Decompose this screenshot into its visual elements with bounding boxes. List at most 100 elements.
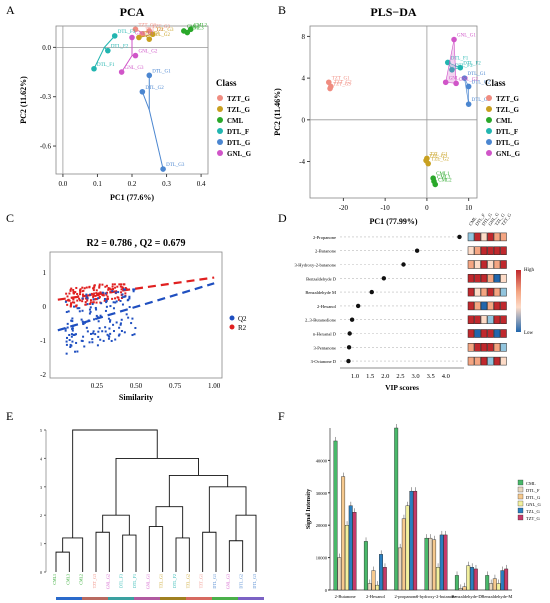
pca-point-label: TZT_G3 xyxy=(152,25,170,30)
perm-point-Q2 xyxy=(85,296,88,299)
bar-legend-label: DTL_G xyxy=(526,495,541,500)
perm-point-R2 xyxy=(106,297,109,300)
perm-trend-Q2 xyxy=(57,282,215,332)
vip-heat-cell xyxy=(487,260,494,269)
plsda-point-DTL_G xyxy=(461,75,468,81)
bar-DTL_F xyxy=(489,583,493,591)
perm-point-Q2 xyxy=(92,298,95,301)
plsda-point-label: TZL_G1 xyxy=(430,152,448,157)
perm-point-R2 xyxy=(69,304,72,307)
bar-TZT_G xyxy=(443,534,448,591)
pca-xtick-label: 0.4 xyxy=(197,180,206,188)
perm-point-Q2 xyxy=(91,303,94,306)
pca-legend-label: DTL_F xyxy=(227,128,249,136)
perm-point-R2 xyxy=(95,301,98,304)
perm-point-Q2 xyxy=(131,334,134,337)
vip-heat-cell xyxy=(474,315,481,324)
perm-point-R2 xyxy=(120,291,123,294)
perm-point-R2 xyxy=(119,285,122,288)
perm-point-Q2 xyxy=(81,297,84,300)
pca-point-label: DTL_G1 xyxy=(152,69,171,74)
vip-heat-cell xyxy=(493,301,501,311)
dendro-class-strip xyxy=(82,597,108,600)
perm-point-Q2 xyxy=(71,320,74,323)
plsda-point-DTL_F xyxy=(449,66,455,73)
plsda-legend-label: CML xyxy=(496,117,513,125)
bar-DTL_G xyxy=(432,539,437,591)
perm-point-R2 xyxy=(92,294,95,297)
plsda-point-label: TZT_G3 xyxy=(333,83,351,88)
bar-GNL_G xyxy=(405,505,410,591)
pca-point-DTL_F xyxy=(91,65,97,72)
perm-point-R2 xyxy=(72,298,75,301)
perm-point-Q2 xyxy=(112,307,115,310)
bar-legend-swatch xyxy=(517,479,524,486)
perm-point-Q2 xyxy=(119,299,122,302)
perm-point-Q2 xyxy=(115,300,118,303)
perm-point-R2 xyxy=(65,292,68,295)
perm-xtick-label: 0.25 xyxy=(91,382,104,390)
perm-point-Q2 xyxy=(105,305,108,308)
perm-point-Q2 xyxy=(118,326,121,329)
vip-category-label: 3-Octanone D xyxy=(311,359,337,364)
perm-point-R2 xyxy=(83,287,86,290)
pca-point-label: DTL_F1 xyxy=(97,63,115,68)
perm-point-Q2 xyxy=(96,344,99,347)
perm-point-Q2 xyxy=(119,322,122,325)
perm-point-Q2 xyxy=(121,296,124,299)
dendro-branch xyxy=(175,537,190,572)
pca-point-label: TZL_G3 xyxy=(156,28,174,33)
pca-xlabel: PC1 (77.6%) xyxy=(110,193,154,202)
perm-point-R2 xyxy=(103,299,106,302)
vip-point xyxy=(414,248,420,253)
perm-point-R2 xyxy=(74,305,77,308)
dendro-leaf-label: CML2 xyxy=(79,574,84,585)
panel-label-d: D xyxy=(278,211,287,225)
perm-point-Q2 xyxy=(89,293,92,296)
bar-TZL_G xyxy=(348,505,353,591)
plsda-point-label: TZT_G2 xyxy=(334,80,352,85)
pca-point-GNL_G xyxy=(132,52,139,59)
perm-point-Q2 xyxy=(111,290,114,293)
perm-point-Q2 xyxy=(74,350,77,353)
vip-heat-cell xyxy=(474,329,481,338)
perm-point-R2 xyxy=(81,290,84,293)
perm-point-R2 xyxy=(113,283,116,286)
vip-heat-cell xyxy=(467,301,475,311)
pca-point-TZL_G xyxy=(136,34,142,41)
dendro-class-strip xyxy=(212,597,238,600)
perm-point-R2 xyxy=(105,298,108,301)
perm-point-R2 xyxy=(70,287,73,290)
plsda-legend-swatch xyxy=(486,106,492,112)
bar-TZL_G xyxy=(500,570,505,591)
plsda-ytick-label: 0 xyxy=(302,116,306,124)
vip-heat-cell xyxy=(467,329,475,338)
perm-point-R2 xyxy=(98,286,101,289)
perm-point-R2 xyxy=(114,286,117,289)
bar-DTL_F xyxy=(458,588,463,591)
dendro-class-strip xyxy=(186,597,212,600)
perm-point-Q2 xyxy=(97,330,100,333)
vip-xtick-label: 3.0 xyxy=(412,373,420,380)
bar-GNL_G xyxy=(496,583,501,591)
perm-point-R2 xyxy=(68,292,71,295)
perm-point-Q2 xyxy=(128,306,131,309)
vip-heat-cell xyxy=(474,232,481,242)
perm-point-R2 xyxy=(79,288,82,291)
perm-point-Q2 xyxy=(70,335,73,338)
vip-point xyxy=(457,234,462,240)
perm-point-R2 xyxy=(104,285,107,288)
perm-point-Q2 xyxy=(68,339,71,342)
perm-point-R2 xyxy=(122,283,125,286)
perm-point-R2 xyxy=(71,301,74,304)
dendro-class-strip xyxy=(108,597,134,600)
bar-category-label: Benzaldehyde-M xyxy=(481,594,512,599)
perm-point-Q2 xyxy=(107,334,110,337)
perm-point-Q2 xyxy=(112,301,115,304)
perm-point-Q2 xyxy=(107,337,110,340)
plsda-point-GNL_G xyxy=(451,36,457,43)
pca-ylabel: PC2 (11.62%) xyxy=(19,76,28,124)
plsda-legend-label: DTL_G xyxy=(496,139,520,147)
perm-point-Q2 xyxy=(120,318,123,321)
plsda-xtick-label: -20 xyxy=(339,204,349,212)
